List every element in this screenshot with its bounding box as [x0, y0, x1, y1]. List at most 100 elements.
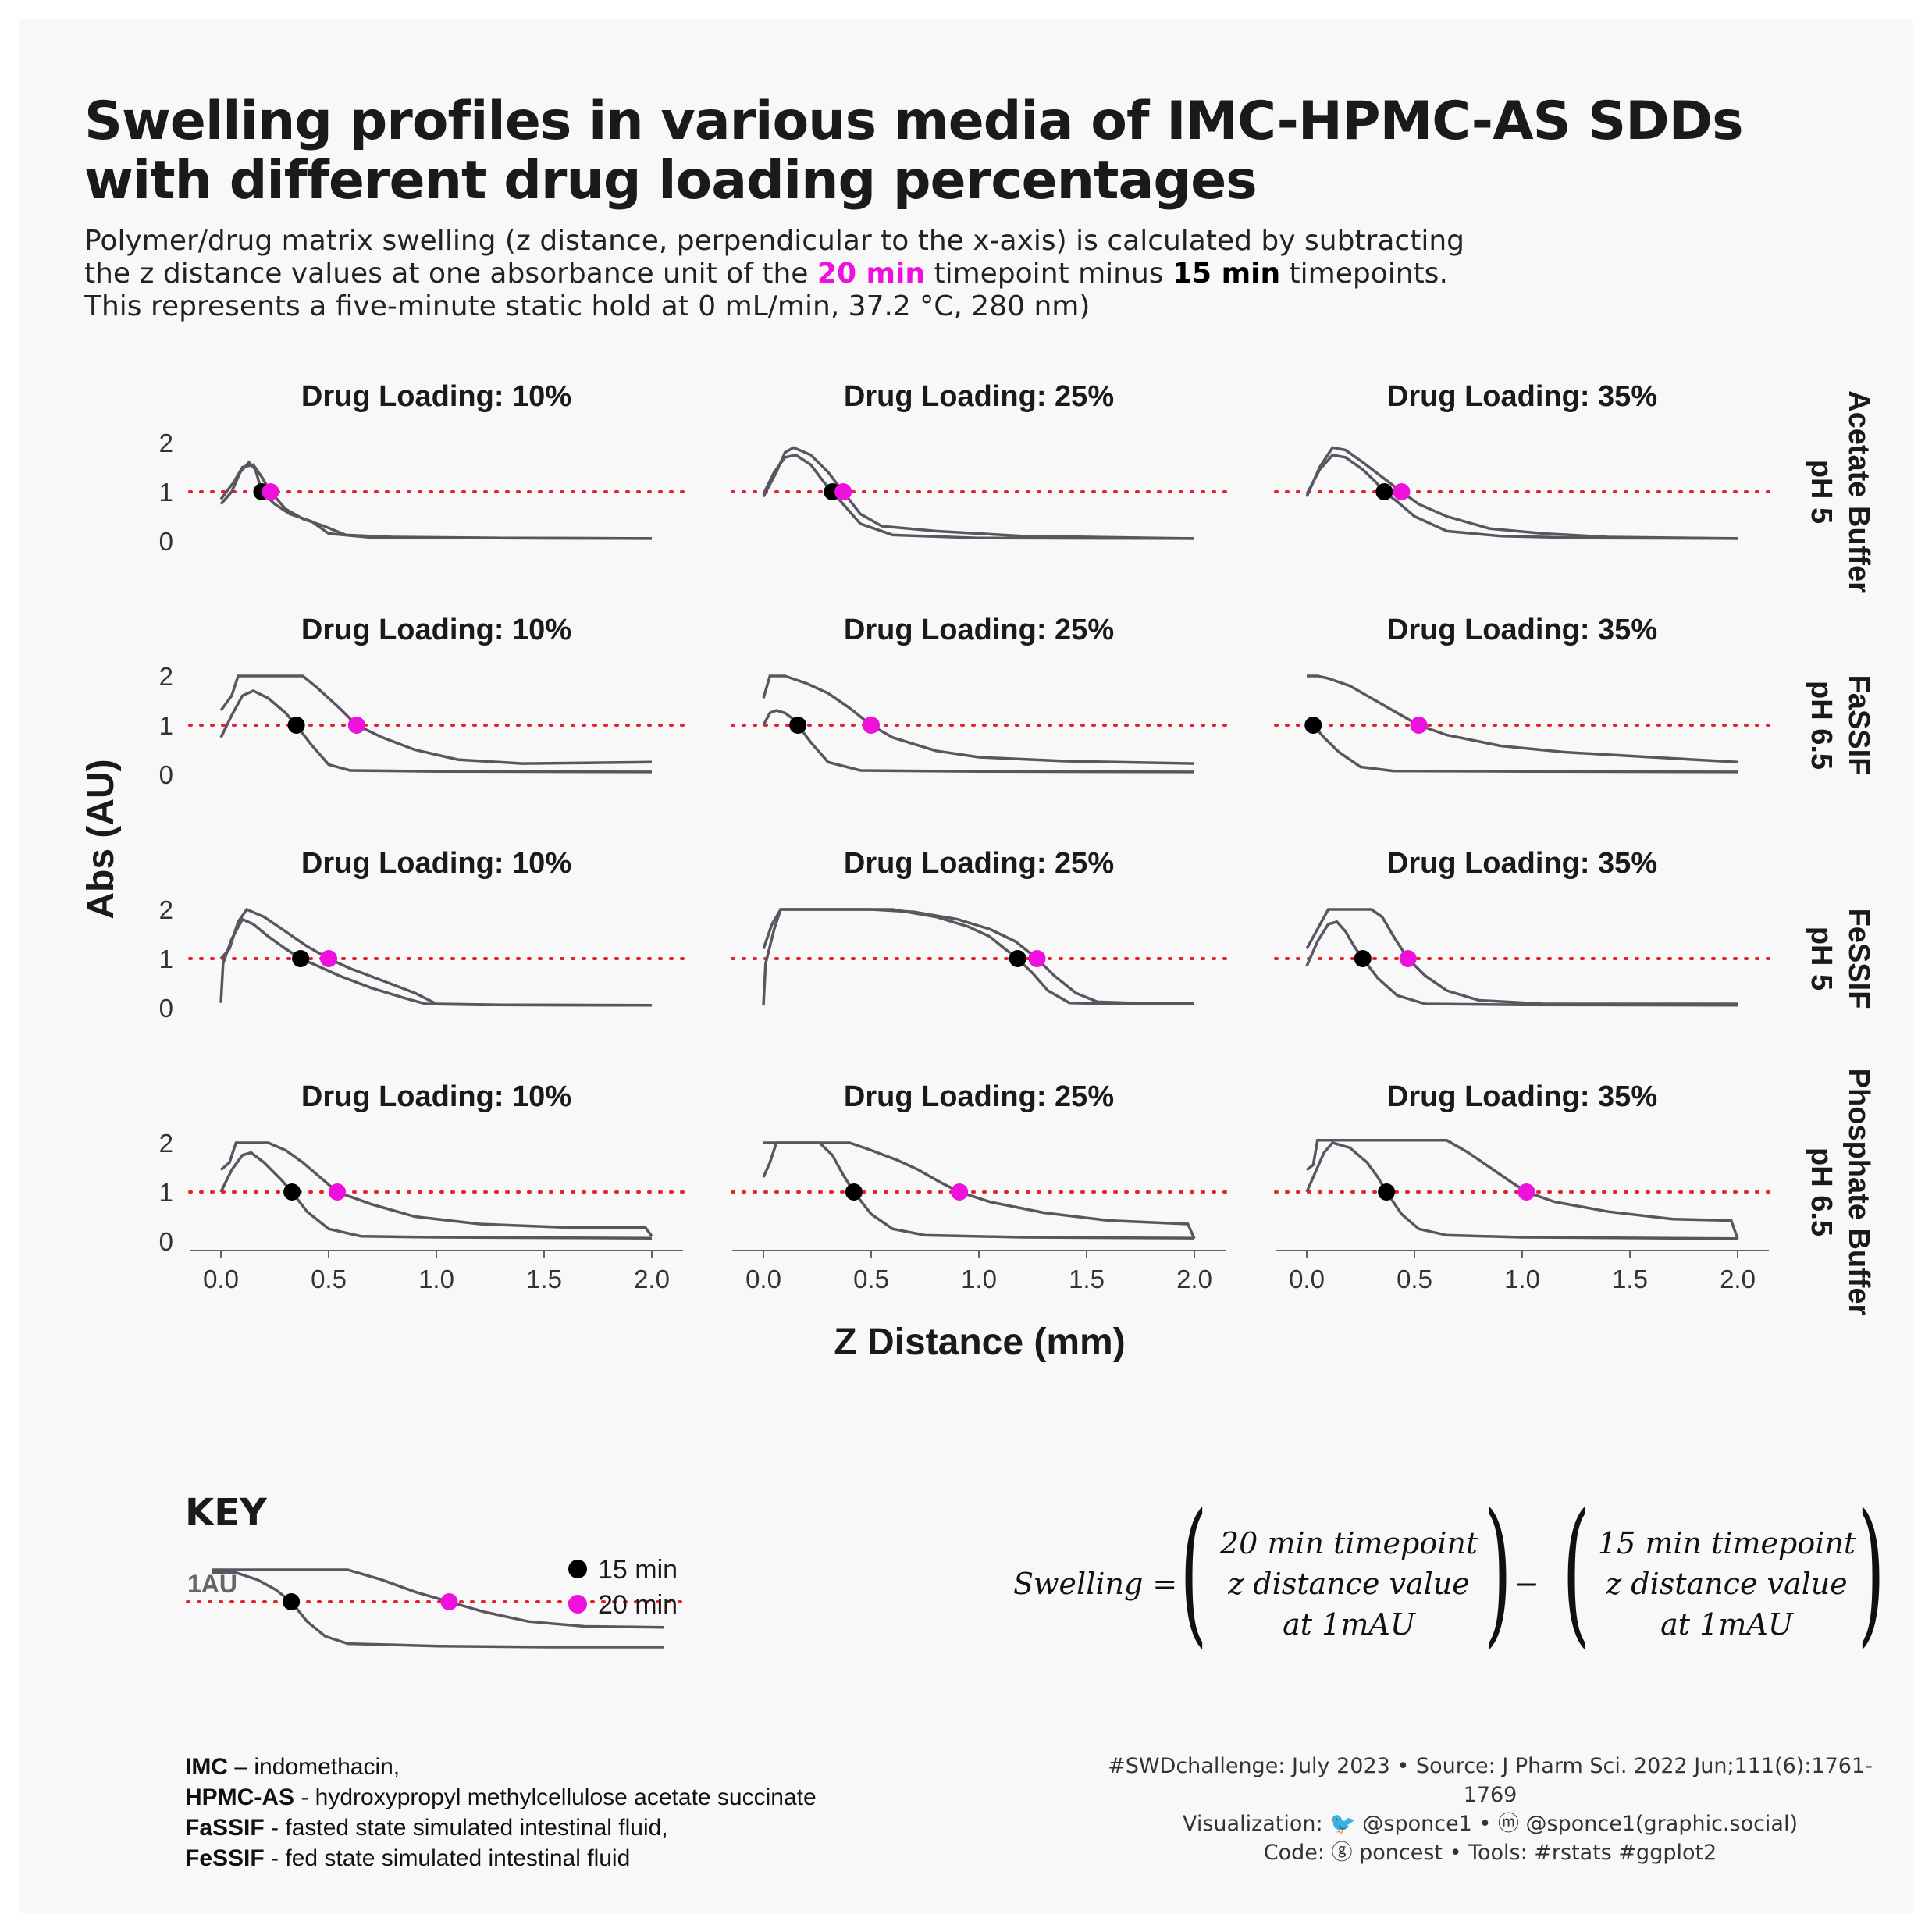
x-axis-title: Z Distance (mm)	[834, 1322, 1125, 1363]
formula-paren-close-1: )	[1484, 1481, 1512, 1663]
y-tick-label: 2	[159, 429, 173, 457]
point-20min	[834, 483, 852, 500]
curve-20min	[219, 907, 653, 1007]
point-15min	[1304, 717, 1322, 734]
row-label-text: pH 5	[1805, 927, 1838, 991]
point-15min	[789, 717, 807, 734]
panel-title: Drug Loading: 35%	[1387, 1080, 1657, 1113]
formula-lhs: Swelling =	[1013, 1567, 1178, 1601]
legend-label: 15 min	[598, 1555, 678, 1585]
legend-marker	[568, 1595, 587, 1614]
curve-15min	[219, 688, 653, 774]
abbreviation-definitions: IMC – indomethacin, HPMC-AS - hydroxypro…	[185, 1752, 817, 1873]
y-tick-label: 1	[159, 1178, 173, 1207]
subtitle-text-e: timepoints.	[1280, 258, 1448, 290]
point-15min	[845, 1183, 863, 1201]
subtitle-15min: 15 min	[1172, 258, 1281, 290]
swelling-formula: Swelling = ( 20 min timepoint z distance…	[1007, 1494, 1885, 1651]
subtitle-line-1: Polymer/drug matrix swelling (z distance…	[84, 225, 1465, 257]
x-tick-label: 1.0	[961, 1265, 997, 1293]
x-tick-label: 0.5	[1397, 1265, 1432, 1293]
formula-minus: −	[1514, 1567, 1539, 1601]
panel-title: Drug Loading: 35%	[1387, 614, 1657, 646]
definition-text: – indomethacin,	[228, 1754, 400, 1780]
curve-15min	[1305, 1141, 1738, 1240]
curve-20min	[219, 1141, 653, 1237]
point-20min	[329, 1183, 347, 1201]
row-label-text: pH 5	[1805, 460, 1838, 524]
chart-title: Swelling profiles in various media of IM…	[84, 92, 1802, 211]
credits-code: Code: ⓖ poncest • Tools: #rstats #ggplot…	[1263, 1841, 1717, 1865]
key-point-15min	[283, 1593, 301, 1610]
x-tick-label: 1.5	[1069, 1265, 1105, 1293]
curve-20min	[1305, 1139, 1739, 1240]
curve-20min	[219, 674, 653, 765]
x-tick-label: 0.0	[1289, 1265, 1325, 1293]
row-label-text: Acetate Buffer	[1842, 390, 1875, 593]
point-15min	[292, 950, 310, 967]
subtitle-20min: 20 min	[817, 258, 926, 290]
definition-fessif: FeSSIF - fed state simulated intestinal …	[185, 1843, 817, 1873]
formula-term-2: 15 min timepoint z distance value at 1mA…	[1594, 1523, 1859, 1645]
y-tick-label: 2	[159, 895, 173, 924]
panel-title: Drug Loading: 10%	[301, 1080, 571, 1113]
y-tick-label: 0	[159, 994, 173, 1023]
curve-15min	[762, 1141, 1195, 1240]
credits: #SWDchallenge: July 2023 • Source: J Pha…	[1022, 1752, 1880, 1867]
key-curve-15min	[212, 1571, 664, 1649]
row-label-text: pH 6.5	[1805, 681, 1838, 770]
formula-term-1: 20 min timepoint z distance value at 1mA…	[1216, 1523, 1482, 1645]
definition-imc: IMC – indomethacin,	[185, 1752, 817, 1782]
curve-20min	[762, 446, 1195, 540]
point-20min	[320, 950, 337, 967]
curve-15min	[762, 908, 1194, 1005]
panel-title: Drug Loading: 10%	[301, 380, 571, 413]
point-20min	[863, 717, 880, 734]
x-tick-label: 0.5	[311, 1265, 347, 1293]
x-tick-label: 0.0	[203, 1265, 239, 1293]
definition-hpmc-as: HPMC-AS - hydroxypropyl methylcellulose …	[185, 1782, 817, 1813]
curve-20min	[763, 1141, 1196, 1240]
point-20min	[1517, 1183, 1535, 1201]
x-tick-label: 2.0	[1720, 1265, 1756, 1293]
panel-title: Drug Loading: 25%	[844, 1080, 1114, 1113]
row-label-text: pH 6.5	[1805, 1147, 1838, 1236]
point-20min	[1028, 950, 1046, 967]
point-15min	[1009, 950, 1026, 967]
point-20min	[262, 483, 279, 500]
x-tick-label: 0.5	[853, 1265, 889, 1293]
title-line-2: with different drug loading percentages	[84, 150, 1258, 212]
formula-paren-open-1: (	[1179, 1481, 1208, 1663]
curve-20min	[1305, 908, 1738, 1005]
curve-15min	[1305, 920, 1738, 1007]
panel-title: Drug Loading: 35%	[1387, 847, 1657, 880]
legend-marker	[568, 1560, 587, 1578]
x-tick-label: 1.0	[1504, 1265, 1540, 1293]
point-20min	[1393, 483, 1411, 500]
definition-term: FeSSIF	[185, 1845, 265, 1871]
formula-term-1-line-3: at 1mAU	[1283, 1607, 1415, 1642]
point-15min	[1354, 950, 1372, 967]
y-tick-label: 1	[159, 945, 173, 973]
row-label-text: FeSSIF	[1842, 909, 1875, 1009]
panel-title: Drug Loading: 10%	[301, 614, 571, 646]
curve-20min	[1305, 446, 1738, 540]
formula-paren-open-2: (	[1562, 1481, 1590, 1663]
definition-term: HPMC-AS	[185, 1784, 294, 1810]
panel-title: Drug Loading: 10%	[301, 847, 571, 880]
definition-text: - hydroxypropyl methylcellulose acetate …	[294, 1784, 817, 1810]
formula-term-2-line-1: 15 min timepoint	[1597, 1526, 1856, 1560]
row-label-text: FaSSIF	[1842, 675, 1875, 776]
x-tick-label: 2.0	[634, 1265, 670, 1293]
curve-20min	[762, 908, 1194, 1005]
curve-20min	[762, 674, 1195, 765]
panel-title: Drug Loading: 25%	[844, 847, 1114, 880]
y-tick-label: 2	[159, 662, 173, 691]
point-20min	[1410, 717, 1428, 734]
x-tick-label: 1.0	[418, 1265, 454, 1293]
